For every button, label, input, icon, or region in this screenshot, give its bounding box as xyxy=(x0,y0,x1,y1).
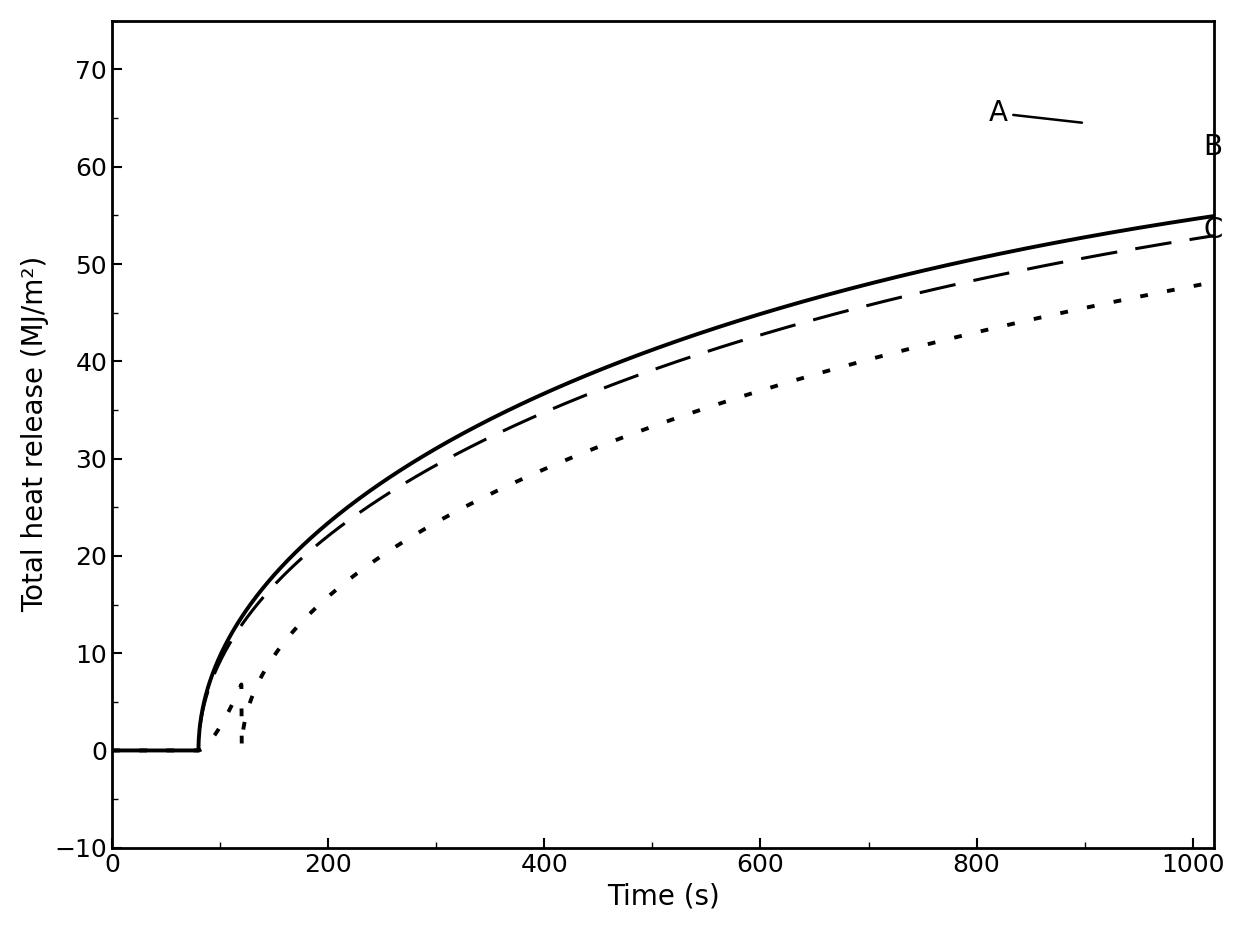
Text: B: B xyxy=(1203,133,1223,161)
Text: A: A xyxy=(988,100,1082,128)
X-axis label: Time (s): Time (s) xyxy=(607,883,720,911)
Text: C: C xyxy=(1203,216,1223,244)
Y-axis label: Total heat release (MJ/m²): Total heat release (MJ/m²) xyxy=(21,256,49,613)
